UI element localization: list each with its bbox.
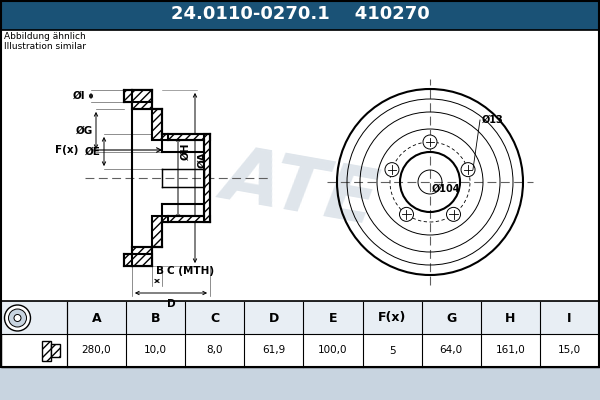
Text: Illustration similar: Illustration similar (4, 42, 86, 51)
Polygon shape (162, 216, 210, 222)
Circle shape (423, 135, 437, 149)
Text: ØI: ØI (73, 91, 85, 101)
Text: ØE: ØE (85, 146, 101, 156)
Bar (1, 302, 599, 367)
Polygon shape (124, 90, 152, 102)
Text: Ø104: Ø104 (432, 184, 461, 194)
Bar (0, 29, 600, 302)
Text: D: D (269, 312, 279, 324)
Polygon shape (152, 216, 162, 247)
Text: Ø13: Ø13 (482, 115, 504, 125)
Text: G: G (446, 312, 457, 324)
Circle shape (8, 309, 26, 327)
Circle shape (385, 163, 399, 177)
Polygon shape (204, 134, 210, 222)
Bar (0, 0, 600, 29)
Bar (41, 340, 50, 360)
Text: 100,0: 100,0 (318, 346, 348, 356)
Polygon shape (152, 109, 162, 140)
Circle shape (400, 207, 413, 221)
Text: E: E (329, 312, 337, 324)
Text: C (MTH): C (MTH) (167, 266, 214, 276)
Text: I: I (567, 312, 572, 324)
Text: ATE: ATE (217, 140, 383, 240)
Text: 61,9: 61,9 (262, 346, 286, 356)
Text: 280,0: 280,0 (82, 346, 112, 356)
Polygon shape (132, 90, 152, 109)
Text: Abbildung ähnlich: Abbildung ähnlich (4, 32, 86, 41)
Text: 64,0: 64,0 (440, 346, 463, 356)
Text: H: H (505, 312, 515, 324)
Text: A: A (92, 312, 101, 324)
Text: ØG: ØG (76, 126, 92, 136)
Circle shape (336, 88, 524, 276)
Text: 5: 5 (389, 346, 395, 356)
Bar (50, 344, 59, 357)
Circle shape (14, 314, 21, 322)
Text: B: B (151, 312, 160, 324)
Text: B: B (156, 266, 164, 276)
Polygon shape (124, 254, 152, 266)
Circle shape (446, 207, 461, 221)
Text: C: C (210, 312, 220, 324)
Bar (1, 302, 599, 334)
Circle shape (5, 305, 31, 331)
Circle shape (461, 163, 475, 177)
Polygon shape (132, 247, 152, 266)
Text: 15,0: 15,0 (558, 346, 581, 356)
Text: 10,0: 10,0 (144, 346, 167, 356)
Text: 8,0: 8,0 (206, 346, 223, 356)
Text: ØA: ØA (198, 151, 208, 168)
Polygon shape (162, 134, 210, 140)
Text: D: D (167, 299, 175, 309)
Text: 161,0: 161,0 (496, 346, 525, 356)
Bar (1, 30, 599, 301)
Text: F(x): F(x) (378, 312, 406, 324)
Text: 24.0110-0270.1    410270: 24.0110-0270.1 410270 (170, 5, 430, 23)
Text: F(x): F(x) (55, 145, 78, 155)
Text: ØH: ØH (181, 142, 191, 160)
